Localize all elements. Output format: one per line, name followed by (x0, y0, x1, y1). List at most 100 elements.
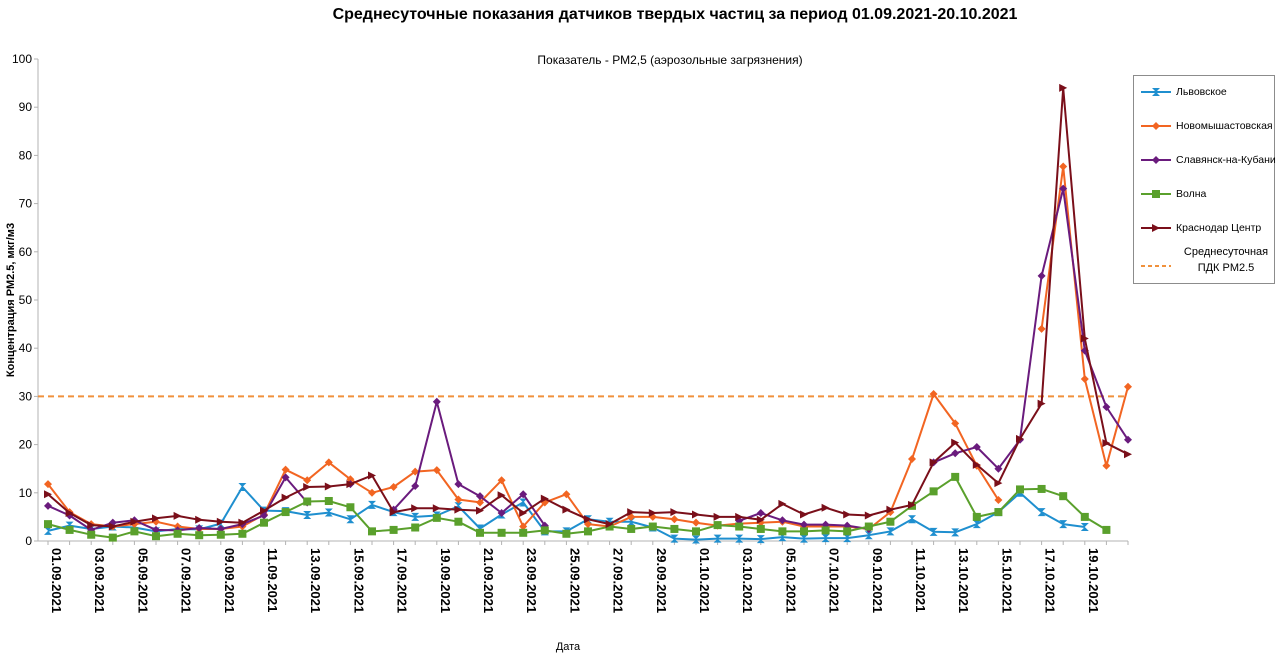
data-point (519, 498, 528, 507)
data-point (65, 509, 74, 518)
data-point (130, 517, 139, 526)
x-tick-label: 09.10.2021 (870, 548, 885, 613)
data-point (1059, 83, 1068, 92)
data-point (281, 465, 290, 474)
data-point (735, 534, 744, 543)
data-point (929, 389, 938, 398)
x-tick-label: 01.09.2021 (49, 548, 64, 613)
series-line (47, 165, 1129, 530)
y-tick-label: 20 (19, 438, 33, 452)
data-point (605, 522, 614, 531)
data-point (432, 466, 441, 475)
data-point (519, 509, 528, 518)
data-point (65, 525, 74, 534)
data-point (216, 517, 225, 526)
data-point (778, 499, 787, 508)
data-point (519, 522, 528, 531)
data-point (281, 493, 290, 502)
data-point (756, 535, 765, 544)
data-point (454, 505, 463, 514)
data-point (692, 510, 700, 519)
data-point (368, 527, 376, 536)
data-point (44, 520, 52, 529)
data-point (584, 515, 592, 524)
data-point (1059, 520, 1068, 529)
x-tick-label: 19.09.2021 (438, 548, 453, 613)
data-point (346, 480, 355, 489)
data-point (1124, 450, 1132, 459)
data-point (44, 480, 52, 489)
y-axis-label: Концентрация РМ2.5, мкг/м3 (5, 223, 17, 377)
data-point (886, 508, 895, 517)
data-point (195, 515, 204, 524)
data-point (303, 510, 312, 519)
y-tick-label: 30 (19, 389, 33, 403)
data-point (324, 508, 333, 517)
data-point (800, 527, 808, 536)
x-tick-label: 11.10.2021 (913, 548, 928, 612)
data-point (627, 508, 636, 517)
data-point (476, 528, 484, 537)
data-point (303, 497, 312, 506)
data-point (497, 491, 506, 500)
data-point (864, 511, 873, 520)
data-point (216, 530, 225, 539)
data-point (497, 528, 506, 537)
series-line (47, 86, 1129, 528)
data-point (476, 506, 484, 515)
data-point (735, 522, 744, 531)
data-point (1059, 492, 1068, 501)
data-point (627, 524, 636, 533)
data-point (346, 515, 355, 524)
data-point (238, 483, 247, 492)
y-tick-label: 0 (25, 534, 32, 548)
data-point (648, 509, 657, 518)
data-point (1080, 523, 1089, 532)
data-point (497, 509, 506, 518)
data-point (1102, 461, 1111, 470)
data-point (821, 534, 830, 543)
data-point (1102, 525, 1111, 534)
data-point (540, 494, 549, 503)
data-point (562, 529, 571, 538)
data-point (972, 520, 981, 529)
data-point (864, 522, 873, 531)
x-axis-label: Дата (556, 641, 581, 653)
chart-subtitle: Показатель - РМ2,5 (аэрозольные загрязне… (537, 53, 802, 67)
x-tick-label: 13.10.2021 (956, 548, 971, 613)
data-point (908, 500, 916, 509)
data-point (1124, 435, 1132, 444)
y-tick-label: 40 (19, 341, 33, 355)
data-point (951, 419, 960, 428)
data-point (908, 515, 916, 524)
data-point (195, 531, 204, 540)
data-point (756, 509, 765, 518)
data-point (152, 514, 160, 523)
data-point (368, 471, 376, 480)
data-point (670, 534, 679, 543)
data-point (605, 520, 614, 529)
data-point (389, 525, 398, 534)
data-point (1124, 382, 1132, 391)
series-2 (44, 184, 1132, 535)
y-tick-label: 60 (19, 245, 33, 259)
data-point (800, 510, 808, 519)
data-point (1102, 403, 1111, 412)
data-point (843, 527, 852, 536)
x-tick-label: 23.09.2021 (524, 548, 539, 613)
data-point (1080, 334, 1089, 343)
data-point (1016, 485, 1024, 494)
data-point (821, 526, 830, 535)
x-tick-label: 15.10.2021 (999, 548, 1014, 613)
data-point (756, 515, 765, 524)
y-tick-label: 100 (12, 52, 32, 66)
data-point (994, 508, 1003, 517)
series-1 (44, 162, 1132, 533)
data-point (713, 521, 722, 530)
data-point (951, 438, 960, 447)
data-point (411, 512, 420, 521)
data-point (994, 496, 1003, 505)
data-point (44, 490, 52, 499)
data-point (389, 483, 398, 492)
